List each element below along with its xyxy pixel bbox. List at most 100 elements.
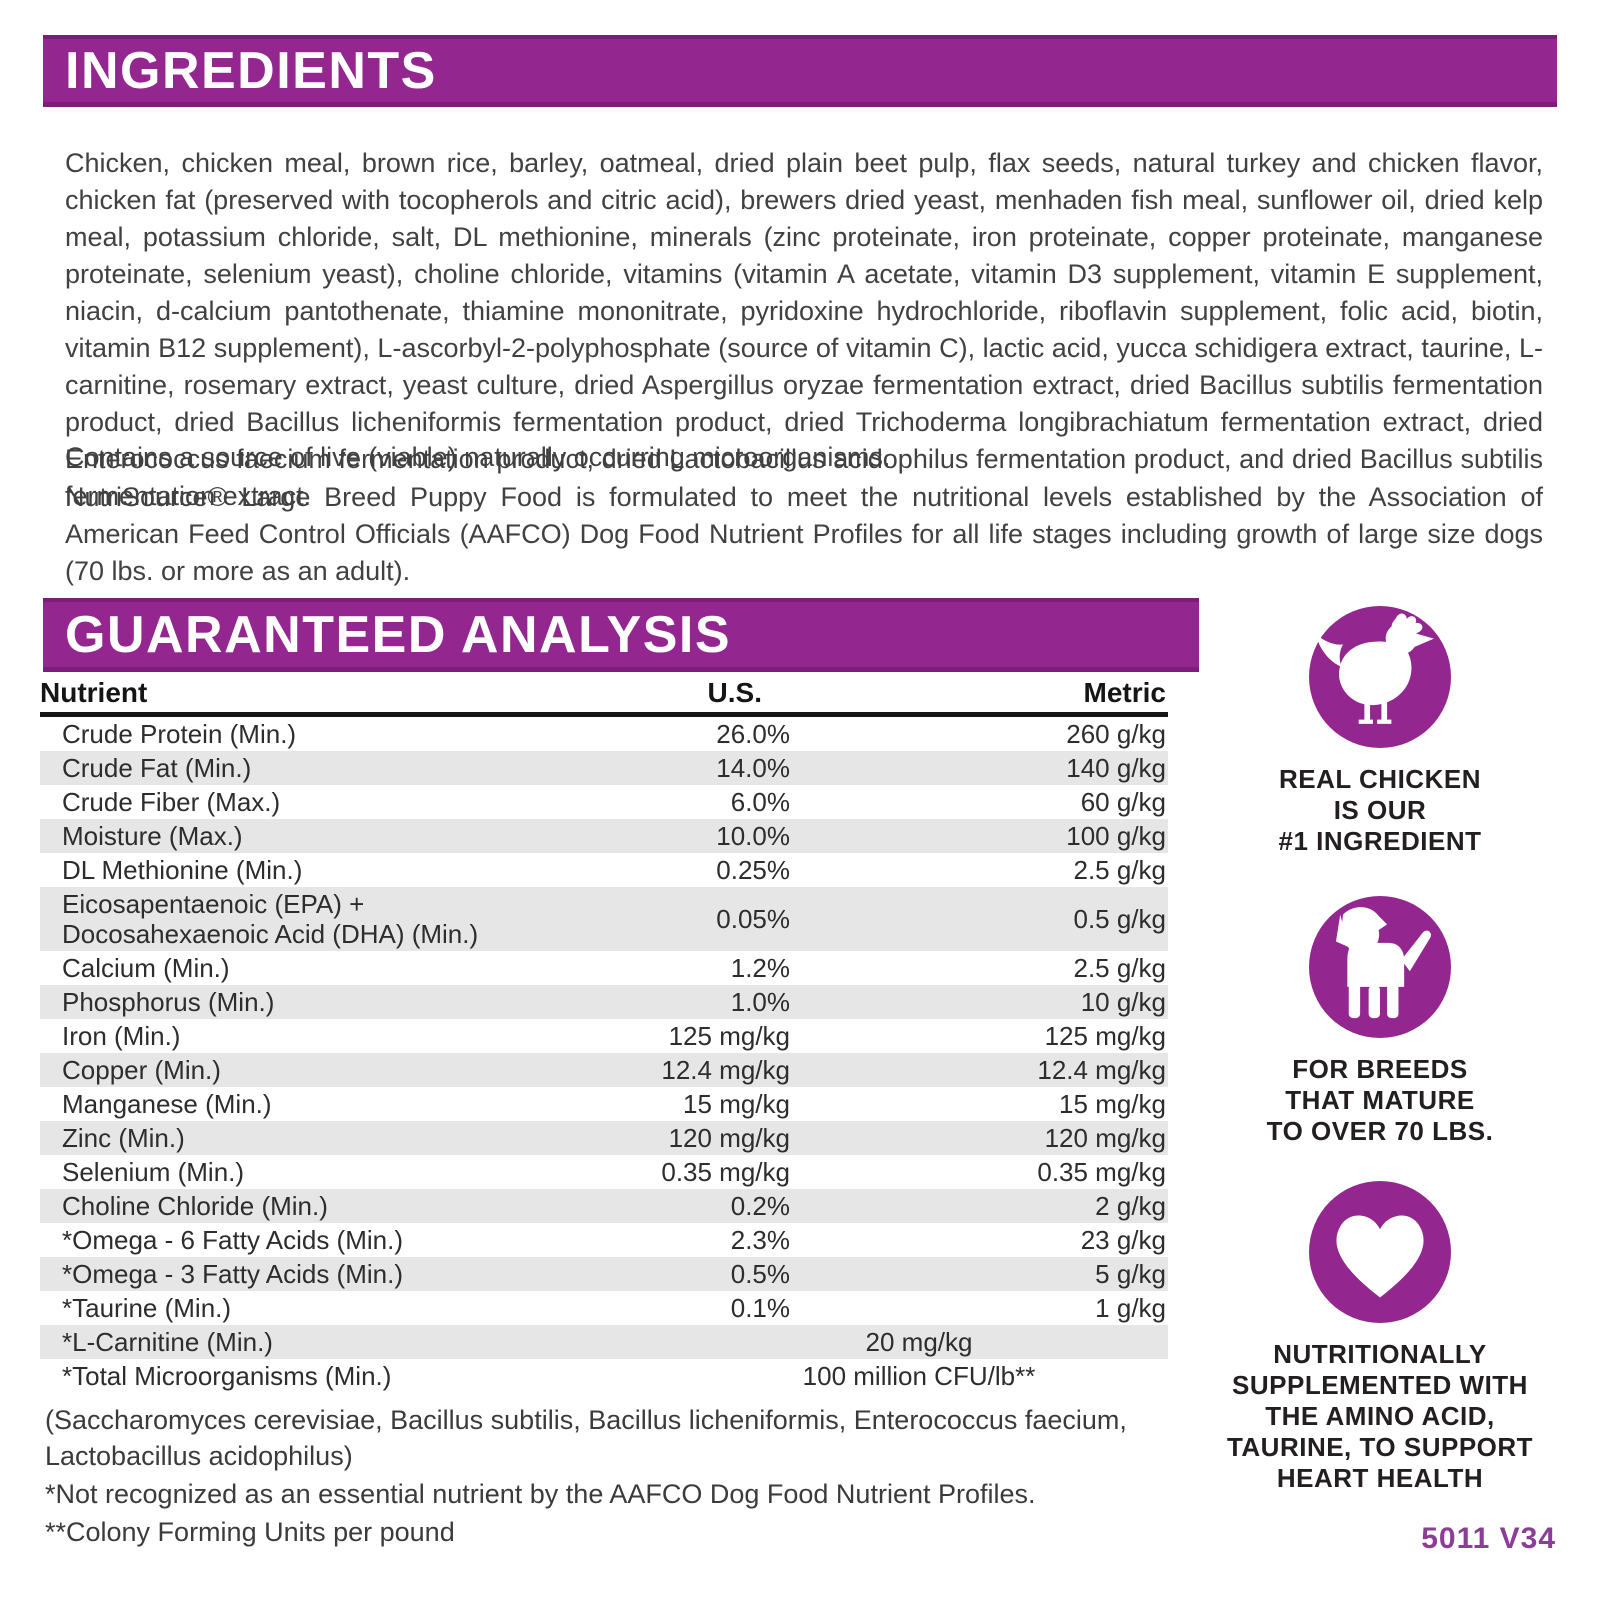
us-value: 26.0% xyxy=(716,718,790,749)
nutrient-name: *L-Carnitine (Min.) xyxy=(62,1327,273,1357)
heart-health-caption: NUTRITIONALLY SUPPLEMENTED WITH THE AMIN… xyxy=(1226,1339,1534,1493)
table-row: Calcium (Min.) 1.2% 2.5 g/kg xyxy=(40,951,1168,985)
us-value: 0.2% xyxy=(730,1190,790,1221)
combined-value: 20 mg/kg xyxy=(865,1326,973,1357)
us-value: 0.35 mg/kg xyxy=(661,1156,790,1187)
metric-value: 15 mg/kg xyxy=(1059,1088,1166,1119)
table-body: Crude Protein (Min.) 26.0% 260 g/kg Crud… xyxy=(40,717,1168,1393)
column-header-nutrient: Nutrient xyxy=(40,677,148,708)
table-row: Crude Fiber (Max.) 6.0% 60 g/kg xyxy=(40,785,1168,819)
nutrient-name: *Omega - 3 Fatty Acids (Min.) xyxy=(62,1259,403,1289)
metric-value: 23 g/kg xyxy=(1080,1224,1166,1255)
table-row: Moisture (Max.) 10.0% 100 g/kg xyxy=(40,819,1168,853)
column-header-us: U.S. xyxy=(707,677,762,708)
us-value: 125 mg/kg xyxy=(668,1020,790,1051)
puppy-icon xyxy=(1309,896,1451,1038)
metric-value: 140 g/kg xyxy=(1066,752,1166,783)
real-chicken-caption: REAL CHICKEN IS OUR #1 INGREDIENT xyxy=(1278,764,1482,856)
table-row: Phosphorus (Min.) 1.0% 10 g/kg xyxy=(40,985,1168,1019)
us-value: 6.0% xyxy=(730,786,790,817)
heart-icon xyxy=(1309,1181,1451,1323)
aafco-statement: NutriSource® Large Breed Puppy Food is f… xyxy=(65,482,1543,586)
nutrient-name: Moisture (Max.) xyxy=(62,821,243,851)
nutrient-name: Copper (Min.) xyxy=(62,1055,221,1085)
table-row: Choline Chloride (Min.) 0.2% 2 g/kg xyxy=(40,1189,1168,1223)
nutrient-name: Manganese (Min.) xyxy=(62,1089,272,1119)
metric-value: 2.5 g/kg xyxy=(1073,952,1166,983)
nutrient-name: Phosphorus (Min.) xyxy=(62,987,275,1017)
table-footnotes: (Saccharomyces cerevisiae, Bacillus subt… xyxy=(45,1402,1185,1550)
metric-value: 0.35 mg/kg xyxy=(1037,1156,1166,1187)
double-asterisk-footnote: **Colony Forming Units per pound xyxy=(45,1517,455,1547)
nutrient-name: Crude Protein (Min.) xyxy=(62,719,297,749)
us-value: 1.0% xyxy=(730,986,790,1017)
ingredients-section-header: INGREDIENTS xyxy=(43,35,1557,107)
table-row: DL Methionine (Min.) 0.25% 2.5 g/kg xyxy=(40,853,1168,887)
microorganism-species-footnote: (Saccharomyces cerevisiae, Bacillus subt… xyxy=(45,1405,1127,1471)
nutrient-name: Iron (Min.) xyxy=(62,1021,181,1051)
ingredients-title: INGREDIENTS xyxy=(65,41,437,100)
metric-value: 12.4 mg/kg xyxy=(1037,1054,1166,1085)
table-row: Copper (Min.) 12.4 mg/kg 12.4 mg/kg xyxy=(40,1053,1168,1087)
metric-value: 5 g/kg xyxy=(1095,1258,1166,1289)
us-value: 0.5% xyxy=(730,1258,790,1289)
real-chicken-badge: REAL CHICKEN IS OUR #1 INGREDIENT xyxy=(1210,606,1550,857)
us-value: 15 mg/kg xyxy=(683,1088,790,1119)
table-row: *L-Carnitine (Min.) 20 mg/kg xyxy=(40,1325,1168,1359)
table-row: *Total Microorganisms (Min.) 100 million… xyxy=(40,1359,1168,1393)
nutrient-name: Selenium (Min.) xyxy=(62,1157,245,1187)
microorganisms-note: Contains a source of live (viable) natur… xyxy=(65,442,891,472)
metric-value: 1 g/kg xyxy=(1095,1292,1166,1323)
metric-value: 100 g/kg xyxy=(1066,820,1166,851)
nutrient-name: Eicosapentaenoic (EPA) + Docosahexaenoic… xyxy=(40,889,520,949)
us-value: 1.2% xyxy=(730,952,790,983)
metric-value: 2.5 g/kg xyxy=(1073,854,1166,885)
table-row: Zinc (Min.) 120 mg/kg 120 mg/kg xyxy=(40,1121,1168,1155)
large-breed-caption: FOR BREEDS THAT MATURE TO OVER 70 LBS. xyxy=(1266,1054,1494,1146)
column-header-metric: Metric xyxy=(1083,677,1166,708)
nutrient-name: Crude Fiber (Max.) xyxy=(62,787,281,817)
table-row: Selenium (Min.) 0.35 mg/kg 0.35 mg/kg xyxy=(40,1155,1168,1189)
nutrient-name: Zinc (Min.) xyxy=(62,1123,185,1153)
table-row: Crude Fat (Min.) 14.0% 140 g/kg xyxy=(40,751,1168,785)
metric-value: 120 mg/kg xyxy=(1044,1122,1166,1153)
us-value: 0.05% xyxy=(716,903,790,934)
nutrient-name: *Total Microorganisms (Min.) xyxy=(62,1361,392,1391)
table-row: Crude Protein (Min.) 26.0% 260 g/kg xyxy=(40,717,1168,751)
label-version-code: 5011 V34 xyxy=(1421,1522,1556,1555)
nutrient-name: Choline Chloride (Min.) xyxy=(62,1191,328,1221)
table-row: *Omega - 3 Fatty Acids (Min.) 0.5% 5 g/k… xyxy=(40,1257,1168,1291)
table-header-row: Nutrient U.S. Metric xyxy=(40,676,1168,717)
nutrient-name-line1: Eicosapentaenoic (EPA) + xyxy=(62,889,365,919)
us-value: 14.0% xyxy=(716,752,790,783)
table-row: *Taurine (Min.) 0.1% 1 g/kg xyxy=(40,1291,1168,1325)
guaranteed-analysis-section-header: GUARANTEED ANALYSIS xyxy=(43,598,1199,672)
guaranteed-analysis-title: GUARANTEED ANALYSIS xyxy=(65,605,732,664)
us-value: 10.0% xyxy=(716,820,790,851)
nutrient-name: DL Methionine (Min.) xyxy=(62,855,303,885)
table-row: *Omega - 6 Fatty Acids (Min.) 2.3% 23 g/… xyxy=(40,1223,1168,1257)
us-value: 2.3% xyxy=(730,1224,790,1255)
table-row: Manganese (Min.) 15 mg/kg 15 mg/kg xyxy=(40,1087,1168,1121)
nutrient-name: *Omega - 6 Fatty Acids (Min.) xyxy=(62,1225,403,1255)
asterisk-footnote: *Not recognized as an essential nutrient… xyxy=(45,1479,1036,1509)
nutrient-name: Calcium (Min.) xyxy=(62,953,230,983)
ingredients-list-text: Chicken, chicken meal, brown rice, barle… xyxy=(65,148,1543,511)
metric-value: 125 mg/kg xyxy=(1044,1020,1166,1051)
nutrient-name-line2: Docosahexaenoic Acid (DHA) (Min.) xyxy=(62,919,479,949)
table-row: Iron (Min.) 125 mg/kg 125 mg/kg xyxy=(40,1019,1168,1053)
large-breed-badge: FOR BREEDS THAT MATURE TO OVER 70 LBS. xyxy=(1210,896,1550,1147)
nutrient-name: *Taurine (Min.) xyxy=(62,1293,232,1323)
metric-value: 0.5 g/kg xyxy=(1073,903,1166,934)
chicken-icon xyxy=(1309,606,1451,748)
us-value: 12.4 mg/kg xyxy=(661,1054,790,1085)
metric-value: 260 g/kg xyxy=(1066,718,1166,749)
guaranteed-analysis-table: Nutrient U.S. Metric Crude Protein (Min.… xyxy=(40,676,1168,1393)
us-value: 0.1% xyxy=(730,1292,790,1323)
metric-value: 10 g/kg xyxy=(1080,986,1166,1017)
us-value: 120 mg/kg xyxy=(668,1122,790,1153)
nutrient-name: Crude Fat (Min.) xyxy=(62,753,252,783)
metric-value: 2 g/kg xyxy=(1095,1190,1166,1221)
us-value: 0.25% xyxy=(716,854,790,885)
